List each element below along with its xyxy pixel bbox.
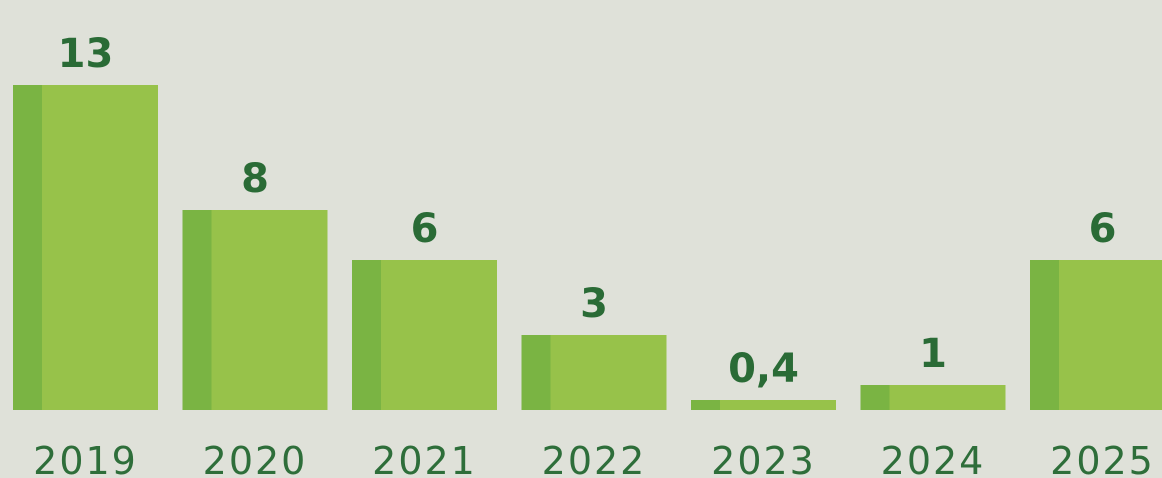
bar-edge <box>860 385 890 410</box>
x-tick-label-2021: 2021 <box>372 439 477 478</box>
bar-edge <box>13 85 42 410</box>
bar-edge <box>182 210 212 410</box>
x-tick-label-2022: 2022 <box>542 439 647 478</box>
x-tick-label-2023: 2023 <box>711 439 816 478</box>
value-label-2020: 8 <box>241 156 269 202</box>
value-label-2022: 3 <box>580 281 608 327</box>
bar-edge <box>1030 260 1059 410</box>
value-label-2025: 6 <box>1089 206 1117 252</box>
x-tick-label-2020: 2020 <box>203 439 308 478</box>
bar-2024 <box>860 385 1006 410</box>
bar-2023 <box>691 400 836 410</box>
bar-2022 <box>521 335 667 410</box>
x-tick-label-2019: 2019 <box>33 439 138 478</box>
bar-2020 <box>182 210 328 410</box>
value-labels-group: 13 8 6 3 0,4 1 6 <box>58 31 1117 392</box>
value-label-2021: 6 <box>411 206 439 252</box>
bar-edge <box>691 400 720 410</box>
bar-edge <box>521 335 551 410</box>
value-label-2024: 1 <box>919 331 947 377</box>
bar-2025 <box>1030 260 1162 410</box>
x-tick-label-2024: 2024 <box>881 439 986 478</box>
value-label-2019: 13 <box>58 31 114 77</box>
value-label-2023: 0,4 <box>728 346 799 392</box>
bars-group <box>13 85 1162 410</box>
bar-body <box>691 400 836 410</box>
x-tick-labels-group: 2019 2020 2021 2022 2023 2024 2025 <box>33 439 1155 478</box>
x-tick-label-2025: 2025 <box>1050 439 1155 478</box>
bar-2019 <box>13 85 158 410</box>
bar-2021 <box>352 260 497 410</box>
bar-edge <box>352 260 381 410</box>
